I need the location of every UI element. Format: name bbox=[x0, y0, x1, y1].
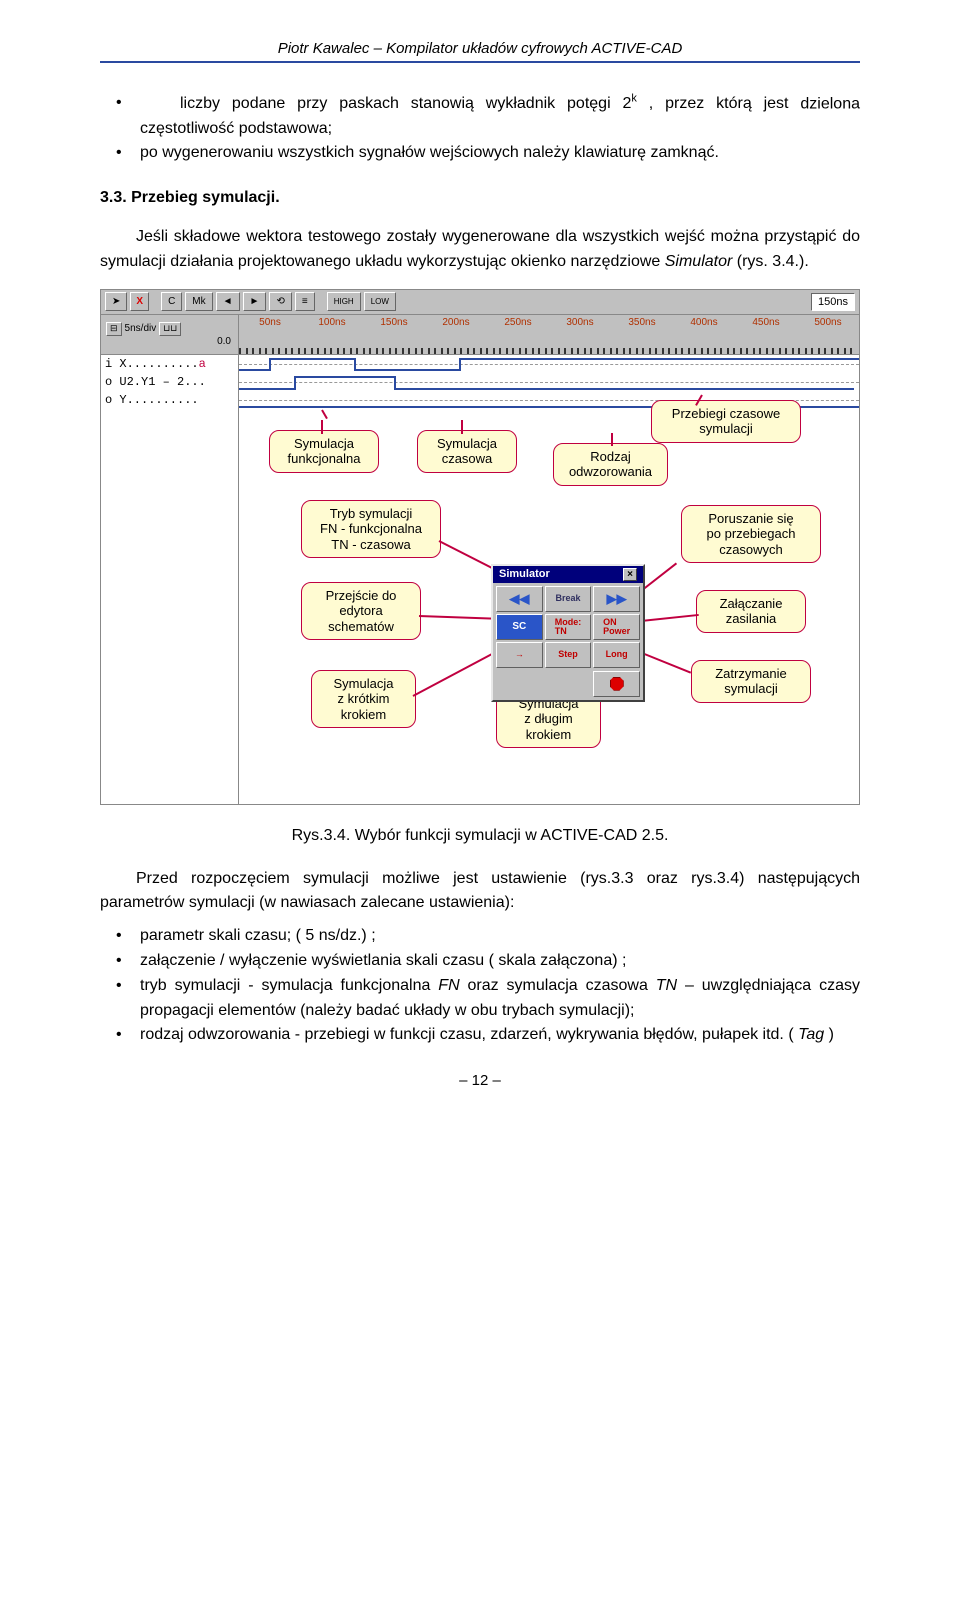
label-przebiegi: Przebiegi czasowesymulacji bbox=[651, 400, 801, 443]
simulator-title: Simulator bbox=[499, 568, 550, 580]
sim-long-button[interactable]: Long bbox=[593, 642, 640, 668]
ruler-marks bbox=[239, 341, 859, 350]
sim-forward-button[interactable]: ▶▶ bbox=[593, 586, 640, 612]
close-icon[interactable]: × bbox=[623, 568, 637, 581]
bullet-item: parametr skali czasu; ( 5 ns/dz.) ; bbox=[100, 924, 860, 949]
label-tryb: Tryb symulacjiFN - funkcjonalnaTN - czas… bbox=[301, 500, 441, 559]
tool-high-button[interactable]: HIGH bbox=[327, 292, 361, 311]
label-poruszanie: Poruszanie siępo przebiegachczasowych bbox=[681, 505, 821, 564]
bullet-item: tryb symulacji - symulacja funkcjonalna … bbox=[100, 974, 860, 1024]
simulator-screenshot: ➤ X C Mk ◄ ► ⟲ ≡ HIGH LOW 150ns ⊟ bbox=[100, 289, 860, 805]
top-bullets: liczby podane przy paskach stanowią wykł… bbox=[100, 91, 860, 167]
tool-stack-button[interactable]: ≡ bbox=[295, 292, 315, 311]
label-rodzaj: Rodzajodwzorowania bbox=[553, 443, 668, 486]
signal-row: o Y.......... bbox=[105, 393, 234, 411]
figure-wrapper: ➤ X C Mk ◄ ► ⟲ ≡ HIGH LOW 150ns ⊟ bbox=[100, 289, 860, 805]
bottom-bullets: parametr skali czasu; ( 5 ns/dz.) ; załą… bbox=[100, 924, 860, 1048]
page: Piotr Kawalec – Kompilator układów cyfro… bbox=[0, 0, 960, 1129]
toolbar: ➤ X C Mk ◄ ► ⟲ ≡ HIGH LOW 150ns bbox=[101, 290, 859, 315]
figure-caption: Rys.3.4. Wybór funkcji symulacji w ACTIV… bbox=[100, 827, 860, 845]
tool-refresh-button[interactable]: ⟲ bbox=[269, 292, 291, 311]
sim-power-button[interactable]: ONPower bbox=[593, 614, 640, 640]
label-symulacja-funkcjonalna: Symulacjafunkcjonalna bbox=[269, 430, 379, 473]
origin-label: 0.0 bbox=[106, 336, 233, 347]
label-przejscie: Przejście doedytoraschematów bbox=[301, 582, 421, 641]
scale-label: 5ns/div bbox=[125, 323, 157, 334]
bullet-item: liczby podane przy paskach stanowią wykł… bbox=[180, 95, 789, 112]
signal-row: i X..........a bbox=[105, 357, 234, 375]
time-ruler: ⊟ 5ns/div ⊔⊔ 0.0 50ns 100ns 150ns 200ns … bbox=[101, 315, 859, 355]
sim-mode-button[interactable]: Mode:TN bbox=[545, 614, 592, 640]
tool-left-button[interactable]: ◄ bbox=[216, 292, 240, 311]
simulator-panel: Simulator × ◀◀ Break ▶▶ SC Mode:TN ONPow… bbox=[491, 564, 645, 702]
section-heading: 3.3. Przebieg symulacji. bbox=[100, 186, 860, 211]
paragraph: Jeśli składowe wektora testowego zostały… bbox=[100, 225, 860, 275]
paragraph: Przed rozpoczęciem symulacji możliwe jes… bbox=[100, 867, 860, 917]
bullet-item: załączenie / wyłączenie wyświetlania ska… bbox=[100, 949, 860, 974]
time-readout: 150ns bbox=[811, 293, 855, 311]
sim-break-button[interactable]: Break bbox=[545, 586, 592, 612]
scale-step-button[interactable]: ⊟ bbox=[106, 322, 122, 336]
tool-right-button[interactable]: ► bbox=[243, 292, 267, 311]
page-number: – 12 – bbox=[100, 1072, 860, 1089]
sim-step-button[interactable]: Step bbox=[545, 642, 592, 668]
simulator-titlebar: Simulator × bbox=[493, 566, 643, 583]
width-step-button[interactable]: ⊔⊔ bbox=[159, 322, 181, 336]
label-zatrzymanie: Zatrzymaniesymulacji bbox=[691, 660, 811, 703]
bullet-item: rodzaj odwzorowania - przebiegi w funkcj… bbox=[100, 1023, 860, 1048]
running-header: Piotr Kawalec – Kompilator układów cyfro… bbox=[100, 40, 860, 57]
label-krotkim: Symulacjaz krótkimkrokiem bbox=[311, 670, 416, 729]
signal-names: i X..........a o U2.Y1 – 2... o Y.......… bbox=[101, 355, 239, 804]
label-zalaczanie: Załączaniezasilania bbox=[696, 590, 806, 633]
bullet-item: po wygenerowaniu wszystkich sygnałów wej… bbox=[100, 141, 860, 166]
tool-c-button[interactable]: C bbox=[161, 292, 182, 311]
sim-steparrow-button[interactable]: → bbox=[496, 642, 543, 668]
sim-rewind-button[interactable]: ◀◀ bbox=[496, 586, 543, 612]
sim-sc-button[interactable]: SC bbox=[496, 614, 543, 640]
tool-mk-button[interactable]: Mk bbox=[185, 292, 212, 311]
tool-low-button[interactable]: LOW bbox=[364, 292, 396, 311]
tool-x-button[interactable]: X bbox=[130, 292, 149, 311]
label-symulacja-czasowa: Symulacjaczasowa bbox=[417, 430, 517, 473]
signal-row: o U2.Y1 – 2... bbox=[105, 375, 234, 393]
simulator-body: ◀◀ Break ▶▶ SC Mode:TN ONPower → Step Lo… bbox=[493, 583, 643, 671]
sim-stop-button[interactable] bbox=[593, 671, 640, 697]
tool-arrow-icon[interactable]: ➤ bbox=[105, 292, 127, 311]
ruler-left: ⊟ 5ns/div ⊔⊔ 0.0 bbox=[101, 315, 239, 354]
header-underline bbox=[100, 61, 860, 63]
body-text-block: liczby podane przy paskach stanowią wykł… bbox=[100, 91, 860, 275]
